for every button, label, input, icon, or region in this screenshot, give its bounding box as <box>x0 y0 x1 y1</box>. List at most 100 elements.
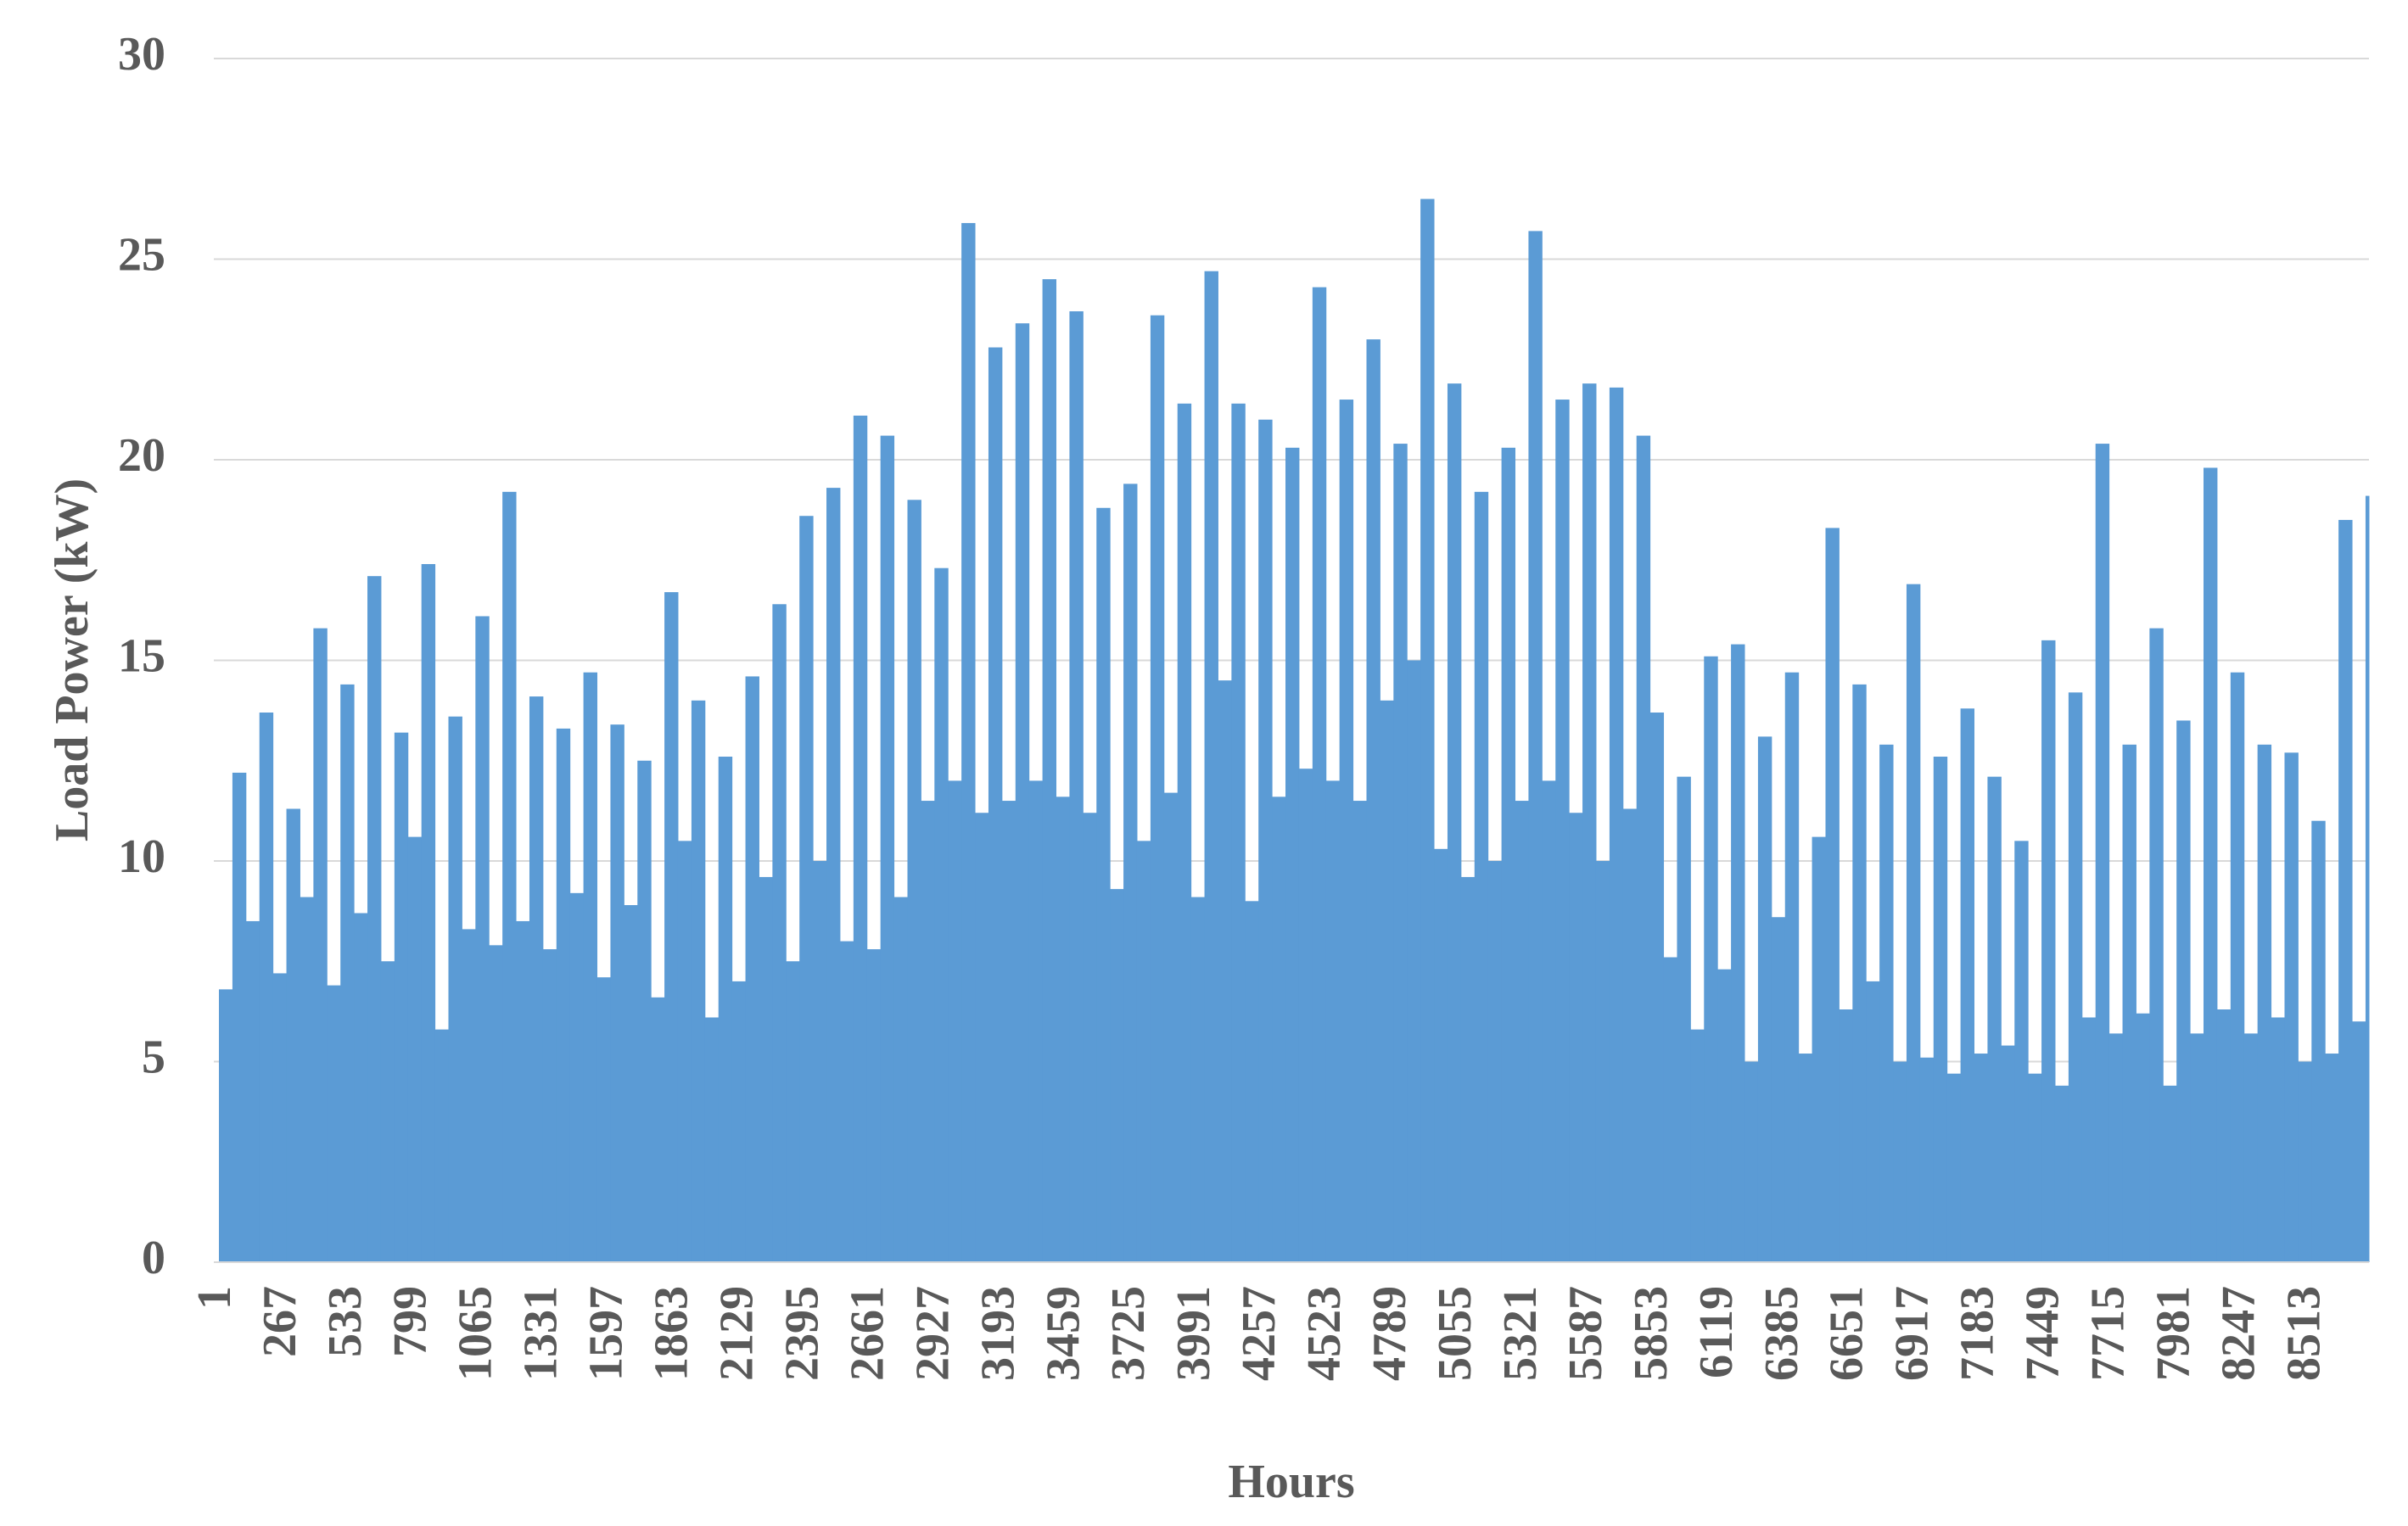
bar <box>948 780 962 1262</box>
bar <box>921 801 935 1262</box>
bar <box>880 435 895 1262</box>
bar <box>1933 757 1948 1262</box>
bar <box>394 732 409 1262</box>
bar <box>1744 1061 1759 1262</box>
bar <box>2257 744 2272 1262</box>
x-tick-label: 3459 <box>1037 1286 1089 1381</box>
bar <box>799 516 814 1262</box>
bar <box>1272 797 1286 1262</box>
bar <box>516 920 530 1262</box>
bar <box>664 592 679 1262</box>
bar <box>434 1029 449 1262</box>
bar <box>1987 776 2002 1262</box>
bar <box>2041 640 2056 1262</box>
bar <box>839 941 854 1262</box>
x-tick-label: 4789 <box>1364 1286 1416 1381</box>
bar <box>1528 231 1543 1262</box>
x-tick-label: 267 <box>254 1286 306 1357</box>
bar <box>866 949 882 1262</box>
bar <box>2149 628 2164 1262</box>
bar <box>826 488 841 1262</box>
bar <box>2230 672 2245 1262</box>
bar <box>1812 836 1826 1262</box>
bar <box>772 604 787 1262</box>
bar <box>502 491 517 1262</box>
bar <box>1056 797 1070 1262</box>
bar <box>2001 1045 2015 1262</box>
bar <box>2190 1033 2204 1262</box>
x-tick-label: 5853 <box>1625 1286 1677 1381</box>
bar <box>853 415 868 1263</box>
bar <box>1218 680 1232 1262</box>
x-tick-label: 4257 <box>1233 1286 1285 1381</box>
bar <box>1622 808 1638 1262</box>
y-axis-title: Load Power (kW) <box>46 478 98 841</box>
bar <box>1380 700 1394 1262</box>
x-tick-label: 1597 <box>580 1286 633 1381</box>
x-tick-label: 1 <box>188 1286 241 1310</box>
x-tick-label: 7715 <box>2082 1286 2135 1381</box>
bar <box>556 728 571 1262</box>
bar <box>651 997 665 1262</box>
bar <box>286 808 300 1262</box>
bar <box>1434 848 1448 1262</box>
bar <box>786 961 800 1262</box>
bar <box>1460 876 1476 1262</box>
bar <box>1798 1054 1813 1262</box>
bar <box>1717 969 1732 1262</box>
bar <box>1663 957 1677 1262</box>
y-tick-label: 15 <box>118 629 165 682</box>
bar <box>1906 584 1921 1262</box>
bar <box>421 563 436 1262</box>
bar <box>1974 1054 1988 1262</box>
bar <box>1366 339 1380 1263</box>
bar <box>934 567 949 1262</box>
bar <box>542 949 557 1262</box>
bar <box>1757 736 1772 1262</box>
bar <box>1110 889 1124 1262</box>
bar <box>2325 1054 2339 1262</box>
bar <box>1083 813 1097 1262</box>
bar <box>1636 435 1651 1262</box>
bar <box>1677 776 1691 1262</box>
bar <box>1555 400 1570 1262</box>
bar <box>1028 780 1044 1262</box>
bar <box>1582 383 1597 1262</box>
bar <box>2365 495 2370 1262</box>
bar <box>677 841 692 1262</box>
bar <box>2311 820 2326 1262</box>
bar <box>1893 1061 1907 1262</box>
y-tick-label: 25 <box>118 228 165 281</box>
bar <box>2271 1017 2285 1262</box>
bar <box>340 684 355 1262</box>
bar <box>596 977 611 1262</box>
x-tick-label: 4523 <box>1298 1286 1351 1381</box>
bar <box>1325 780 1341 1262</box>
y-tick-label: 0 <box>142 1232 165 1284</box>
bar <box>1177 403 1192 1262</box>
bar <box>988 347 1003 1262</box>
bar <box>1163 792 1179 1262</box>
bar <box>1609 387 1624 1262</box>
bar <box>610 724 624 1262</box>
bar <box>1919 1057 1935 1262</box>
bar <box>1946 1073 1962 1262</box>
bar <box>2284 752 2299 1262</box>
bar <box>313 628 328 1262</box>
bar <box>1447 383 1462 1262</box>
bar <box>327 985 341 1262</box>
x-tick-label: 7981 <box>2147 1286 2199 1381</box>
bar <box>1866 981 1880 1262</box>
bar <box>1407 660 1421 1262</box>
bar <box>2054 1085 2069 1262</box>
bar <box>2163 1085 2177 1262</box>
bar <box>2176 720 2191 1262</box>
bar <box>1245 901 1259 1262</box>
bar <box>462 929 476 1262</box>
x-tick-label: 7449 <box>2017 1286 2069 1381</box>
bar <box>1231 403 1246 1262</box>
bar <box>448 716 462 1262</box>
bar <box>2243 1033 2259 1262</box>
bar <box>1825 528 1840 1262</box>
x-tick-label: 3725 <box>1102 1286 1155 1381</box>
